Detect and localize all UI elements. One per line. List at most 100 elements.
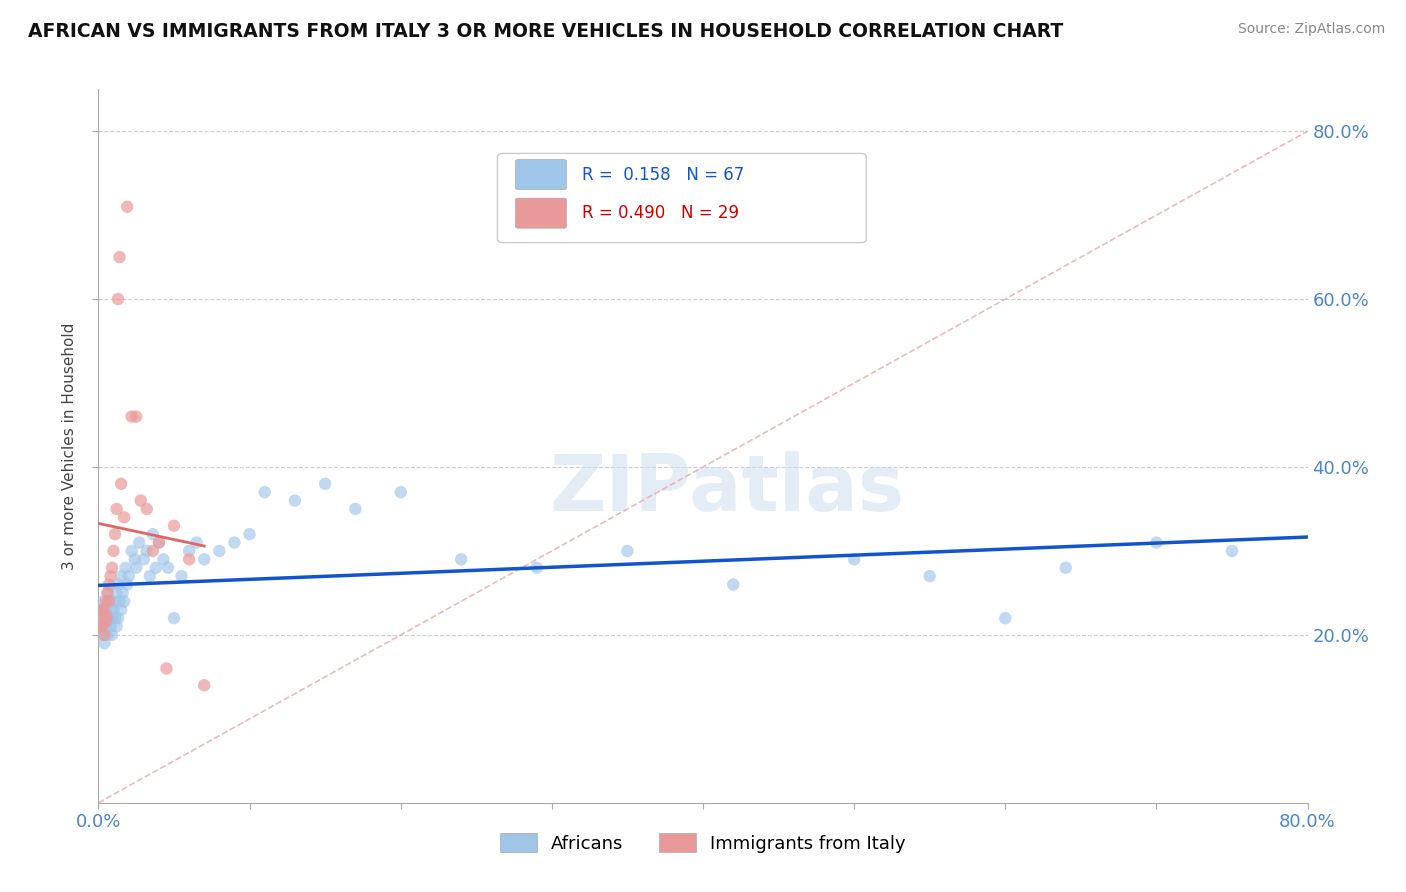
- Point: [132, 552, 155, 566]
- Point: [96, 586, 118, 600]
- Point: [344, 502, 367, 516]
- Point: [111, 586, 134, 600]
- Point: [994, 611, 1017, 625]
- Point: [100, 619, 122, 633]
- Point: [110, 603, 132, 617]
- Point: [93, 611, 115, 625]
- Point: [98, 594, 121, 608]
- Point: [125, 409, 148, 424]
- Point: [101, 560, 124, 574]
- Point: [193, 552, 215, 566]
- Point: [121, 544, 143, 558]
- Point: [186, 535, 208, 549]
- Point: [239, 527, 262, 541]
- FancyBboxPatch shape: [498, 153, 866, 243]
- Point: [118, 569, 141, 583]
- Point: [96, 586, 118, 600]
- Point: [128, 535, 150, 549]
- Point: [163, 518, 186, 533]
- Point: [103, 594, 125, 608]
- Point: [100, 569, 122, 583]
- Point: [208, 544, 231, 558]
- Point: [104, 611, 127, 625]
- Point: [125, 560, 148, 574]
- Text: ZIPatlas: ZIPatlas: [550, 450, 904, 527]
- Point: [112, 594, 135, 608]
- Point: [135, 502, 157, 516]
- Point: [616, 544, 638, 558]
- Point: [723, 577, 745, 591]
- Point: [108, 250, 131, 264]
- Point: [1054, 560, 1077, 574]
- Point: [93, 636, 115, 650]
- Point: [450, 552, 472, 566]
- Point: [152, 552, 174, 566]
- Point: [112, 510, 135, 524]
- Point: [253, 485, 276, 500]
- Point: [90, 619, 112, 633]
- Point: [145, 560, 167, 574]
- Point: [284, 493, 307, 508]
- Point: [105, 619, 128, 633]
- Point: [1144, 535, 1167, 549]
- Point: [115, 200, 138, 214]
- Point: [124, 552, 146, 566]
- Point: [101, 628, 124, 642]
- Point: [844, 552, 866, 566]
- Point: [90, 603, 112, 617]
- Point: [526, 560, 548, 574]
- Point: [107, 577, 129, 591]
- Point: [94, 611, 117, 625]
- Point: [103, 544, 125, 558]
- Point: [98, 594, 121, 608]
- Point: [101, 611, 124, 625]
- Point: [156, 560, 179, 574]
- Point: [91, 603, 114, 617]
- Text: Source: ZipAtlas.com: Source: ZipAtlas.com: [1237, 22, 1385, 37]
- Point: [114, 560, 136, 574]
- Point: [107, 292, 129, 306]
- Point: [142, 527, 165, 541]
- Point: [179, 552, 201, 566]
- Point: [98, 577, 121, 591]
- Point: [170, 569, 193, 583]
- Point: [148, 535, 170, 549]
- Point: [163, 611, 186, 625]
- Point: [94, 594, 117, 608]
- Point: [148, 535, 170, 549]
- Point: [115, 577, 138, 591]
- Y-axis label: 3 or more Vehicles in Household: 3 or more Vehicles in Household: [62, 322, 77, 570]
- Text: R =  0.158   N = 67: R = 0.158 N = 67: [582, 166, 744, 184]
- Point: [104, 527, 127, 541]
- Point: [918, 569, 941, 583]
- Point: [105, 502, 128, 516]
- Text: AFRICAN VS IMMIGRANTS FROM ITALY 3 OR MORE VEHICLES IN HOUSEHOLD CORRELATION CHA: AFRICAN VS IMMIGRANTS FROM ITALY 3 OR MO…: [28, 22, 1063, 41]
- Point: [96, 628, 118, 642]
- Point: [193, 678, 215, 692]
- Point: [105, 586, 128, 600]
- Point: [135, 544, 157, 558]
- Point: [90, 619, 112, 633]
- Point: [108, 594, 131, 608]
- Legend: Africans, Immigrants from Italy: Africans, Immigrants from Italy: [491, 824, 915, 862]
- Point: [224, 535, 246, 549]
- Point: [107, 611, 129, 625]
- Point: [89, 611, 111, 625]
- Point: [91, 594, 114, 608]
- FancyBboxPatch shape: [516, 160, 567, 190]
- Point: [100, 603, 122, 617]
- Point: [389, 485, 412, 500]
- Point: [139, 569, 162, 583]
- Point: [1220, 544, 1243, 558]
- Point: [89, 611, 111, 625]
- Point: [110, 476, 132, 491]
- Point: [142, 544, 165, 558]
- Text: R = 0.490   N = 29: R = 0.490 N = 29: [582, 204, 740, 222]
- Point: [94, 619, 117, 633]
- Point: [110, 569, 132, 583]
- Point: [129, 493, 152, 508]
- Point: [155, 661, 177, 675]
- FancyBboxPatch shape: [516, 198, 567, 228]
- Point: [94, 603, 117, 617]
- Point: [91, 628, 114, 642]
